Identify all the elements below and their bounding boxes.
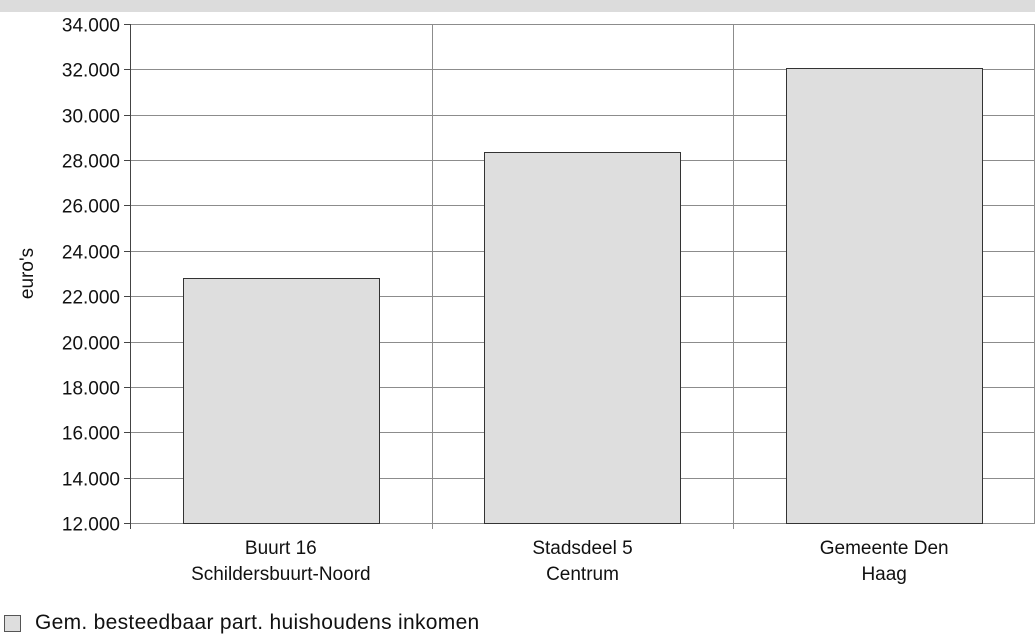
y-tick-label: 22.000 [62,288,120,309]
y-tick-label: 24.000 [62,243,120,264]
y-tick-label: 12.000 [62,515,120,536]
bar [786,68,983,524]
x-tick-label: Gemeente Den [820,538,949,559]
x-tick-label: Stadsdeel 5 [532,538,632,559]
x-tick-label: Haag [861,564,906,585]
bars [183,68,983,524]
y-tick-label: 30.000 [62,107,120,128]
legend: Gem. besteedbaar part. huishoudens inkom… [4,611,480,634]
y-tick-label: 32.000 [62,61,120,82]
x-tick-label: Schildersbuurt-Noord [191,564,371,585]
y-tick-label: 14.000 [62,470,120,491]
legend-label: Gem. besteedbaar part. huishoudens inkom… [35,611,480,634]
bar [183,278,380,524]
x-tick-labels: Buurt 16 Schildersbuurt-Noord Stadsdeel 5 C… [191,538,949,585]
y-tick-label: 16.000 [62,424,120,445]
legend-swatch [4,614,21,632]
y-tick-label: 28.000 [62,152,120,173]
y-tick-label: 20.000 [62,334,120,355]
top-band [0,0,1035,12]
y-tick-label: 26.000 [62,197,120,218]
y-tick-labels: 12.000 14.000 16.000 18.000 20.000 22.000 24.0… [62,16,120,536]
bar [484,152,681,524]
y-tick-label: 34.000 [62,16,120,37]
y-axis-label: euro's [17,248,38,299]
x-tick-label: Centrum [546,564,619,585]
x-tick-label: Buurt 16 [245,538,317,559]
y-tick-label: 18.000 [62,379,120,400]
bar-chart: 12.000 14.000 16.000 18.000 20.000 22.000 24.0… [17,16,1035,585]
